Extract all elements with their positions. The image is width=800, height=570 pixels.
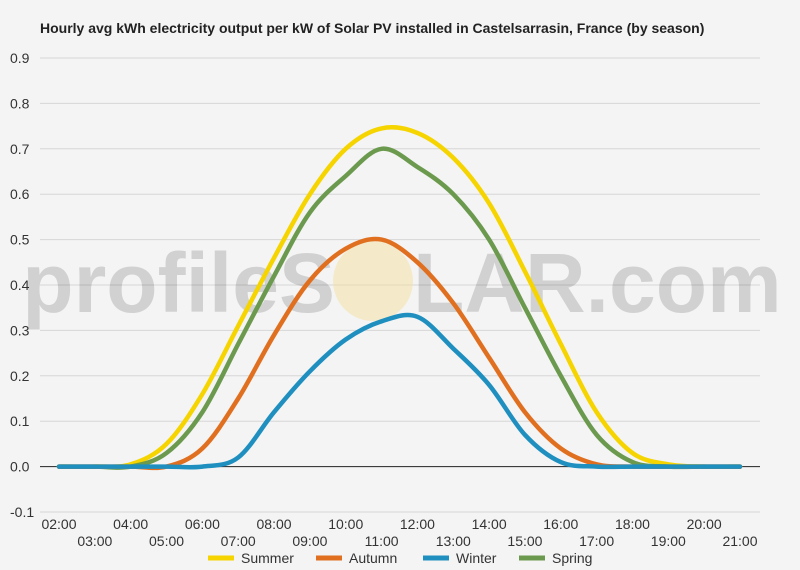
x-tick-label: 07:00 — [221, 533, 256, 549]
y-tick-label: 0.6 — [10, 186, 30, 202]
y-axis-ticks: -0.1 0.0 0.1 0.2 0.3 0.4 0.5 0.6 0.7 0.8 0.9 — [10, 50, 34, 520]
x-tick-label: 02:00 — [41, 516, 76, 532]
x-tick-label: 05:00 — [149, 533, 184, 549]
y-tick-label: 0.3 — [10, 322, 30, 338]
series-line-winter — [56, 312, 743, 470]
x-tick-label: 20:00 — [687, 516, 722, 532]
watermark-text-left: profileS — [22, 236, 335, 330]
y-tick-label: 0.9 — [10, 50, 30, 66]
x-tick-label: 09:00 — [292, 533, 327, 549]
x-tick-label: 08:00 — [257, 516, 292, 532]
x-tick-label: 14:00 — [472, 516, 507, 532]
legend: Summer Autumn Winter Spring — [208, 550, 592, 566]
x-tick-label: 06:00 — [185, 516, 220, 532]
chart-title: Hourly avg kWh electricity output per kW… — [40, 20, 704, 36]
x-tick-label: 04:00 — [113, 516, 148, 532]
y-tick-label: 0.4 — [10, 277, 30, 293]
legend-label-spring: Spring — [552, 550, 592, 566]
y-tick-label: 0.5 — [10, 232, 30, 248]
x-tick-label: 12:00 — [400, 516, 435, 532]
y-tick-label: -0.1 — [10, 504, 34, 520]
y-tick-label: 0.7 — [10, 141, 30, 157]
x-tick-label: 21:00 — [722, 533, 757, 549]
x-tick-label: 19:00 — [651, 533, 686, 549]
series-line-summer — [56, 125, 743, 470]
x-axis-ticks: 02:0003:0004:0005:0006:0007:0008:0009:00… — [41, 516, 757, 549]
watermark-text-right: LAR.com — [413, 236, 782, 330]
y-tick-label: 0.0 — [10, 459, 30, 475]
series-lines — [56, 125, 743, 471]
y-tick-label: 0.8 — [10, 95, 30, 111]
series-line-spring — [56, 146, 743, 470]
x-tick-label: 16:00 — [543, 516, 578, 532]
x-tick-label: 18:00 — [615, 516, 650, 532]
y-tick-label: 0.2 — [10, 368, 30, 384]
watermark: profileS LAR.com — [22, 236, 781, 330]
y-tick-label: 0.1 — [10, 413, 30, 429]
x-tick-label: 13:00 — [436, 533, 471, 549]
watermark-sun-icon — [333, 241, 413, 321]
x-tick-label: 15:00 — [507, 533, 542, 549]
legend-label-autumn: Autumn — [349, 550, 397, 566]
legend-label-winter: Winter — [456, 550, 497, 566]
legend-label-summer: Summer — [241, 550, 294, 566]
x-tick-label: 11:00 — [365, 533, 399, 549]
x-tick-label: 17:00 — [579, 533, 614, 549]
x-tick-label: 10:00 — [328, 516, 363, 532]
x-tick-label: 03:00 — [77, 533, 112, 549]
